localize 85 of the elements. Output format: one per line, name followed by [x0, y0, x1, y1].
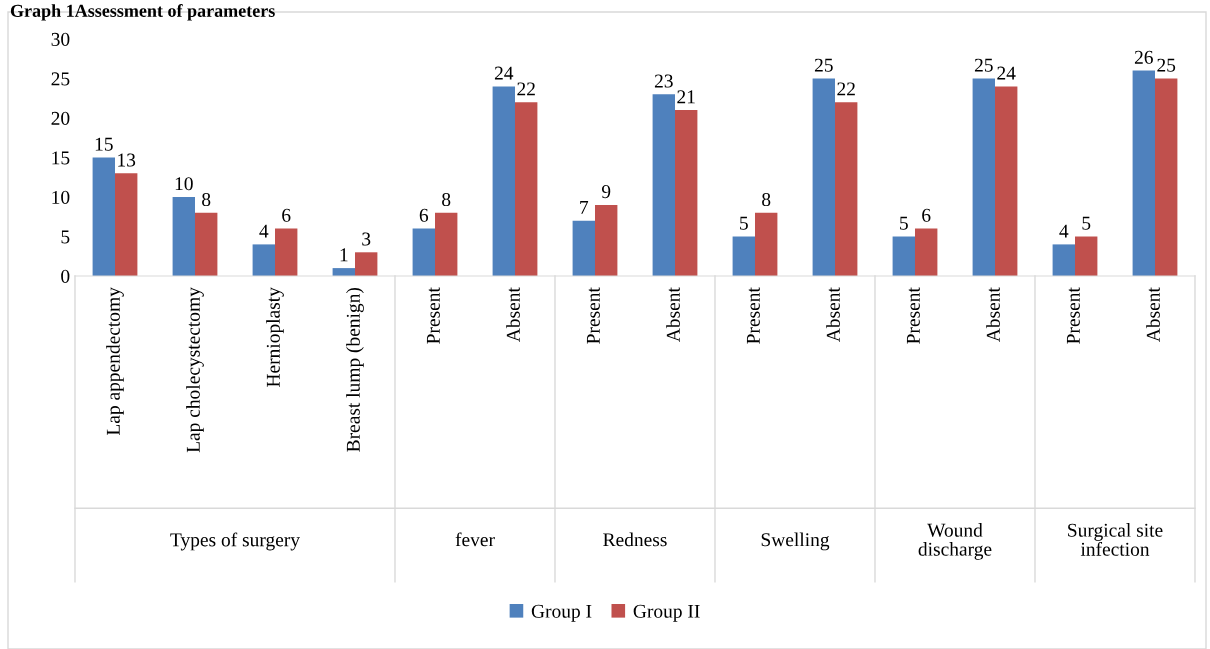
bar	[572, 220, 595, 276]
bar	[435, 212, 458, 276]
data-label: 3	[362, 232, 371, 246]
data-label: 6	[922, 208, 931, 222]
bar	[995, 86, 1018, 276]
bar	[892, 236, 915, 276]
data-label: 4	[1059, 224, 1069, 238]
data-label: 8	[442, 192, 451, 207]
y-tick-label: 15	[52, 151, 70, 165]
bar	[355, 252, 378, 276]
y-tick-label: 10	[52, 190, 70, 204]
bar	[835, 102, 858, 276]
x-tick-label: Absent	[1146, 287, 1160, 343]
data-label: 5	[1082, 216, 1091, 230]
text: Surgical site infection	[1068, 523, 1163, 556]
data-label: 8	[762, 192, 771, 207]
data-label: 24	[997, 66, 1016, 80]
legend-label: Group I	[531, 604, 592, 622]
x-tick-label: Absent	[826, 287, 840, 343]
x-tick-label: Present	[426, 287, 440, 344]
y-tick-label: 20	[51, 111, 70, 125]
data-label: 6	[282, 208, 291, 222]
x-tick-label: Present	[906, 287, 920, 344]
data-label: 25	[814, 58, 833, 72]
data-label: 1	[340, 248, 348, 262]
x-tick-label: Lap appendectomy	[106, 287, 124, 436]
bar	[252, 244, 275, 276]
y-tick-label: 5	[61, 230, 70, 244]
data-label: 8	[202, 192, 211, 207]
bar	[115, 173, 138, 276]
y-tick-label: 30	[51, 32, 70, 46]
data-label: 6	[419, 208, 429, 222]
x-tick-label: Hernioplasty	[266, 287, 284, 387]
bar	[412, 228, 435, 276]
x-tick-label: Lap cholecystectomy	[186, 287, 204, 453]
data-label: 15	[95, 137, 113, 151]
data-label: 22	[837, 82, 855, 96]
x-tick-label: Present	[746, 287, 760, 344]
bar	[595, 204, 618, 276]
y-tick-label: 0	[61, 269, 70, 283]
bar	[675, 110, 698, 276]
text: Types of surgery	[170, 532, 300, 551]
data-label: 5	[740, 216, 748, 230]
x-tick-label: Absent	[986, 287, 1000, 343]
data-label: 21	[677, 90, 695, 104]
x-tick-label: Present	[1066, 287, 1080, 344]
bar	[515, 102, 538, 276]
data-label: 22	[517, 82, 535, 96]
bar	[652, 94, 675, 276]
data-label: 10	[175, 177, 193, 191]
bar	[732, 236, 755, 276]
x-tick-label: Absent	[666, 287, 680, 343]
text: Swelling	[761, 532, 830, 551]
data-label: 26	[1134, 50, 1153, 64]
bar	[1155, 78, 1178, 276]
x-tick-label: Present	[586, 287, 600, 344]
bar	[1052, 244, 1075, 276]
text: Wound discharge	[918, 523, 992, 560]
bar	[195, 212, 218, 276]
bar	[1075, 236, 1098, 276]
data-label: 13	[118, 153, 136, 167]
bar	[275, 228, 298, 276]
data-label: 25	[974, 58, 993, 72]
bar	[812, 78, 835, 276]
legend-label: Group II	[633, 604, 700, 622]
data-label: 9	[601, 185, 611, 199]
bar	[172, 197, 195, 276]
bar	[755, 212, 778, 276]
data-label: 24	[494, 66, 514, 80]
data-label: 4	[259, 224, 269, 238]
y-tick-label: 25	[51, 72, 70, 86]
bar	[972, 78, 995, 276]
bar	[915, 228, 938, 276]
x-tick-label: Breast lump (benign)	[346, 287, 364, 452]
bar	[492, 86, 515, 276]
bar	[1132, 70, 1155, 276]
chart-title: Graph 1Assessment of parameters	[10, 4, 275, 21]
data-label: 7	[580, 201, 589, 214]
text: fever	[455, 532, 495, 547]
x-tick-label: Absent	[506, 287, 520, 343]
data-label: 5	[900, 216, 908, 230]
data-label: 23	[654, 74, 673, 88]
bar	[92, 157, 115, 276]
text: Redness	[603, 532, 667, 547]
data-label: 25	[1157, 58, 1176, 72]
